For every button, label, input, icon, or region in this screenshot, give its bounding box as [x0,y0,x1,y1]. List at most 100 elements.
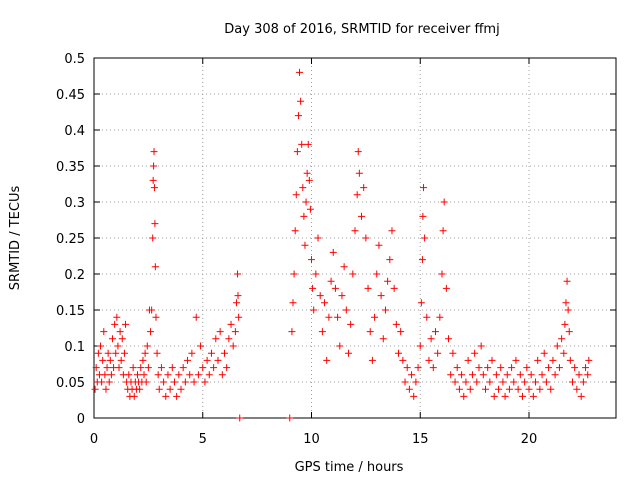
data-point [358,212,366,220]
data-point [427,335,435,343]
data-point [190,378,198,386]
data-point [336,342,344,350]
data-point [523,364,531,372]
data-point [177,385,185,393]
data-point [221,349,228,357]
data-point [184,356,192,364]
data-point [143,342,151,350]
data-point [505,385,513,393]
data-point [366,328,374,336]
data-point [445,335,453,343]
data-point [312,270,320,278]
data-point [388,227,396,235]
data-point [294,112,302,120]
data-point [150,148,158,156]
data-point [113,313,121,321]
data-point [565,328,573,336]
data-point [344,349,352,357]
data-point [298,140,306,148]
data-point [549,356,557,364]
data-point [414,364,422,372]
data-point [115,364,123,372]
data-point [94,349,102,357]
data-point [232,299,240,307]
y-tick-label: 0.5 [64,52,85,67]
y-tick-label: 0.45 [56,88,85,103]
data-point [514,385,522,393]
data-point [234,292,242,300]
data-point [216,328,224,336]
y-tick-label: 0.25 [56,232,85,247]
data-point [147,328,155,336]
data-point [416,342,424,350]
data-point [130,392,138,400]
data-point [468,371,476,379]
data-point [327,277,335,285]
data-point [151,220,159,228]
data-point [438,270,446,278]
data-point [303,169,311,177]
data-point [194,371,202,379]
data-point [351,227,359,235]
data-point [116,328,124,336]
data-point [99,356,107,364]
data-point [462,378,470,386]
data-point [379,335,387,343]
data-point [112,349,120,357]
data-point [579,378,587,386]
data-point [527,371,535,379]
data-point [157,364,165,372]
data-point [431,328,439,336]
data-point [377,292,385,300]
data-point [371,313,379,321]
data-point [538,371,546,379]
data-point [532,378,540,386]
data-point [584,371,592,379]
data-point [107,371,115,379]
data-point [292,191,300,199]
data-point [553,342,561,350]
data-point [447,371,455,379]
x-tick-label: 0 [90,432,98,447]
data-point [566,356,574,364]
data-point [286,414,294,422]
y-tick-label: 0.15 [56,304,85,319]
data-point [368,356,376,364]
data-point [488,356,496,364]
data-point [314,234,322,242]
data-point [229,342,237,350]
data-point [497,364,505,372]
data-point [168,364,176,372]
data-point [373,270,381,278]
data-point [231,328,239,336]
y-tick-label: 0.35 [56,160,85,175]
data-point [321,299,329,307]
data-point [334,313,342,321]
data-point [421,234,429,242]
data-point [329,248,337,256]
data-point [186,371,194,379]
data-point [148,306,156,314]
data-point [347,320,355,328]
data-point [545,364,553,372]
data-point [439,227,447,235]
data-point [521,378,529,386]
data-point [192,313,200,321]
data-point [473,378,481,386]
data-point [561,320,569,328]
data-point [508,364,516,372]
data-point [355,169,363,177]
data-point [501,392,509,400]
data-point [338,292,346,300]
data-point [223,364,231,372]
data-point [482,385,489,393]
data-point [227,320,235,328]
data-point [151,263,159,271]
data-points [91,68,593,422]
data-point [575,371,583,379]
grid-lines [94,58,616,418]
data-point [420,184,428,192]
data-point [499,378,507,386]
x-tick-label: 10 [303,432,320,447]
data-point [551,371,559,379]
